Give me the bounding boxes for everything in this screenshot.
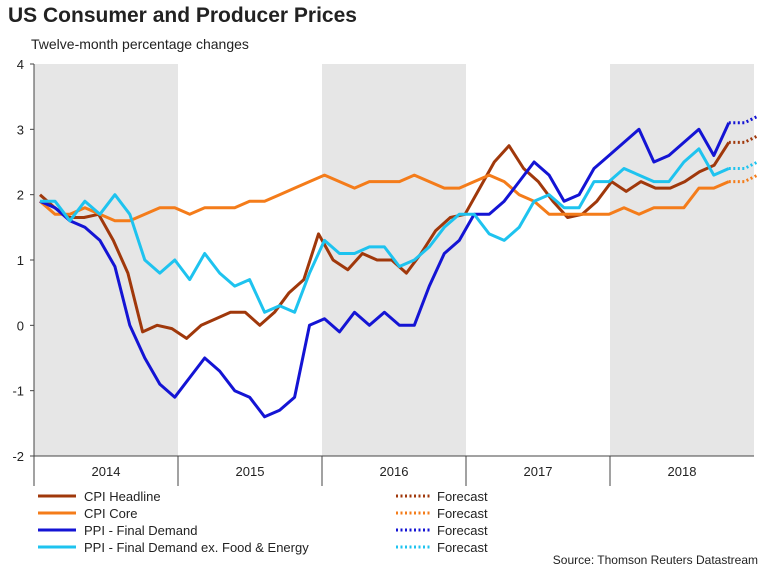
x-tick-label-2015: 2015 bbox=[236, 464, 265, 479]
y-tick-label--1: -1 bbox=[12, 384, 24, 399]
y-tick-label-1: 1 bbox=[17, 253, 24, 268]
year-band-2018 bbox=[610, 64, 754, 456]
x-tick-label-2017: 2017 bbox=[524, 464, 553, 479]
legend-forecast-label-cpi_core: Forecast bbox=[437, 506, 488, 521]
source-note: Source: Thomson Reuters Datastream bbox=[552, 553, 758, 567]
y-tick-label-3: 3 bbox=[17, 122, 24, 137]
legend-forecast-label-cpi_headline: Forecast bbox=[437, 489, 488, 504]
year-shading bbox=[34, 64, 754, 456]
x-tick-label-2016: 2016 bbox=[380, 464, 409, 479]
x-tick-label-2014: 2014 bbox=[92, 464, 121, 479]
legend-label-ppi_ex: PPI - Final Demand ex. Food & Energy bbox=[84, 540, 309, 555]
series-line-cpi_core bbox=[39, 173, 730, 223]
chart-title: US Consumer and Producer Prices bbox=[8, 4, 357, 27]
series-line-cpi_headline bbox=[39, 141, 731, 340]
series-line-ppi_ex bbox=[40, 147, 730, 314]
forecast-line-ppi_ex bbox=[728, 160, 759, 170]
legend-label-cpi_core: CPI Core bbox=[84, 506, 137, 521]
legend: CPI Headline Forecast CPI Core Forecast PPI … bbox=[38, 489, 488, 555]
forecast-line-cpi_core bbox=[728, 173, 759, 184]
legend-forecast-label-ppi_final: Forecast bbox=[437, 523, 488, 538]
y-tick-label-4: 4 bbox=[17, 57, 24, 72]
y-tick-label-0: 0 bbox=[17, 318, 24, 333]
forecast-line-cpi_headline bbox=[728, 134, 759, 144]
chart-subtitle: Twelve-month percentage changes bbox=[31, 36, 249, 52]
x-tick-label-2018: 2018 bbox=[668, 464, 697, 479]
x-axis: 2014 2015 2016 2017 2018 bbox=[33, 455, 754, 486]
year-band-2014 bbox=[34, 64, 178, 456]
y-tick-label-2: 2 bbox=[17, 188, 24, 203]
series-line-ppi_final bbox=[39, 122, 731, 419]
y-axis: -2 -1 0 1 2 3 4 bbox=[12, 57, 35, 464]
forecast-line-ppi_final bbox=[728, 114, 759, 125]
legend-forecast-label-ppi_ex: Forecast bbox=[437, 540, 488, 555]
y-tick-label--2: -2 bbox=[12, 449, 24, 464]
series-lines bbox=[39, 114, 759, 419]
legend-label-cpi_headline: CPI Headline bbox=[84, 489, 161, 504]
legend-label-ppi_final: PPI - Final Demand bbox=[84, 523, 197, 538]
